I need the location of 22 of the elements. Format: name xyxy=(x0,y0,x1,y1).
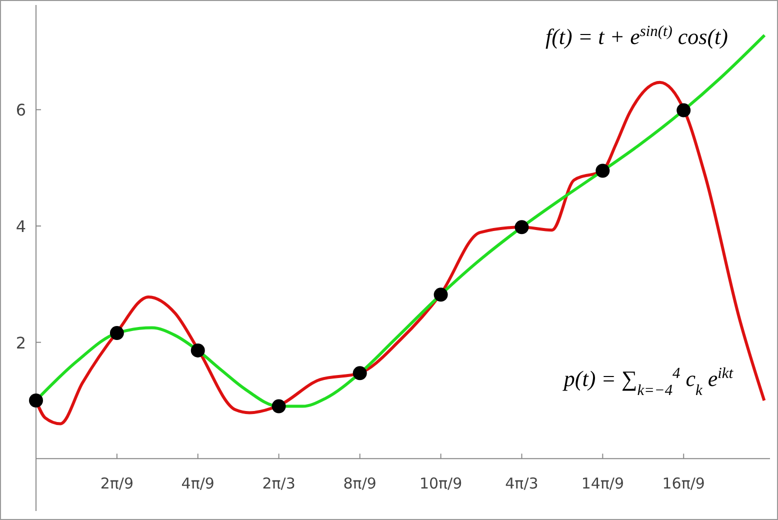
point xyxy=(352,366,367,380)
point xyxy=(596,164,610,178)
x-tick-label: 2π/9 xyxy=(100,474,134,493)
point xyxy=(190,343,205,358)
x-tick-label: 10π/9 xyxy=(419,474,462,493)
y-tick-label: 6 xyxy=(16,100,26,120)
point xyxy=(676,103,691,118)
x-tick-label: 8π/9 xyxy=(343,474,376,493)
annotation: f(t) = t + e$^{sin(t)}$ cos(t) xyxy=(545,22,728,49)
x-tick-label: 16π/9 xyxy=(662,474,705,493)
point xyxy=(514,220,529,234)
annotation: p(t) = ∑$_{k=−4}$$^{4}$ c$_{k}$ e$^{ikt}$ xyxy=(562,364,734,398)
x-tick-label: 14π/9 xyxy=(581,474,624,493)
x-tick-label: 4π/3 xyxy=(505,474,538,493)
x-tick-label: 2π/3 xyxy=(262,474,296,493)
y-tick-label: 2 xyxy=(16,333,26,352)
point xyxy=(29,393,43,408)
point xyxy=(434,288,448,302)
point xyxy=(110,326,124,340)
x-tick-label: 4π/9 xyxy=(181,474,214,493)
y-tick-label: 4 xyxy=(16,217,26,236)
point xyxy=(272,399,286,414)
